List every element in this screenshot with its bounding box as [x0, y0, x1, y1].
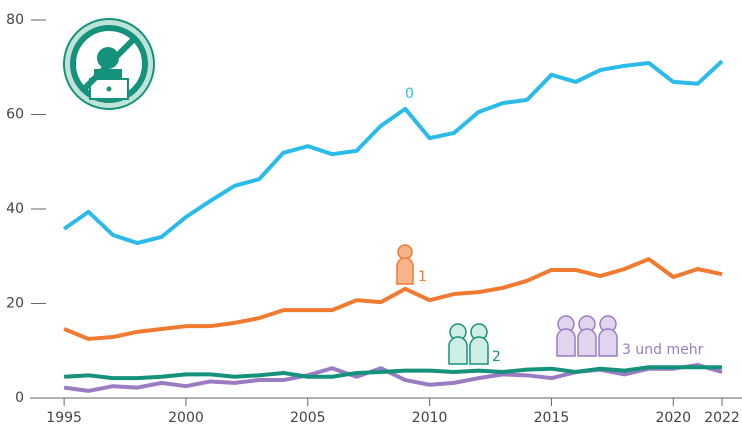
- x-tick-label: 2022: [704, 410, 740, 426]
- icon-person-2: [448, 323, 489, 365]
- y-tick-label: 60: [6, 107, 24, 123]
- line-series: [63, 362, 723, 393]
- x-tick-label: 1995: [46, 410, 82, 426]
- series-label: 0: [405, 86, 414, 102]
- x-tick-label: 2005: [290, 410, 326, 426]
- icon-person-1: [396, 244, 414, 285]
- line-series: [63, 257, 723, 341]
- line-series: [63, 365, 723, 381]
- series-label: 2: [492, 349, 501, 365]
- x-tick-label: 2015: [534, 410, 570, 426]
- line-series: [62, 59, 724, 246]
- icon-no-screen: [63, 18, 155, 110]
- x-tick-label: 2020: [655, 410, 691, 426]
- x-tick-label: 2010: [412, 410, 448, 426]
- x-tick-label: 2000: [168, 410, 204, 426]
- y-tick-label: 80: [6, 12, 24, 28]
- y-tick-label: 40: [6, 201, 24, 217]
- y-tick-label: 20: [6, 296, 24, 312]
- y-tick-label: 0: [15, 390, 24, 406]
- series-label: 3 und mehr: [622, 342, 704, 358]
- icon-person-3: [556, 315, 618, 357]
- series-label: 1: [418, 269, 427, 285]
